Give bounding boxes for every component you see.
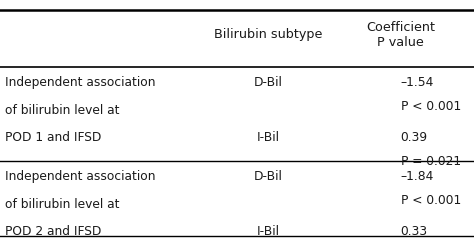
Text: D-Bil: D-Bil (254, 76, 282, 89)
Text: –1.54: –1.54 (401, 76, 434, 89)
Text: P = 0.021: P = 0.021 (401, 155, 461, 168)
Text: I-Bil: I-Bil (256, 131, 279, 144)
Text: POD 1 and IFSD: POD 1 and IFSD (5, 131, 101, 144)
Text: Independent association: Independent association (5, 170, 155, 183)
Text: D-Bil: D-Bil (254, 170, 282, 183)
Text: P < 0.001: P < 0.001 (401, 194, 461, 207)
Text: Coefficient
P value: Coefficient P value (366, 21, 435, 49)
Text: I-Bil: I-Bil (256, 225, 279, 238)
Text: 0.39: 0.39 (401, 131, 428, 144)
Text: 0.33: 0.33 (401, 225, 428, 238)
Text: Independent association: Independent association (5, 76, 155, 89)
Text: of bilirubin level at: of bilirubin level at (5, 104, 119, 117)
Text: POD 2 and IFSD: POD 2 and IFSD (5, 225, 101, 238)
Text: Bilirubin subtype: Bilirubin subtype (214, 28, 322, 41)
Text: –1.84: –1.84 (401, 170, 434, 183)
Text: P < 0.001: P < 0.001 (401, 100, 461, 113)
Text: of bilirubin level at: of bilirubin level at (5, 198, 119, 211)
